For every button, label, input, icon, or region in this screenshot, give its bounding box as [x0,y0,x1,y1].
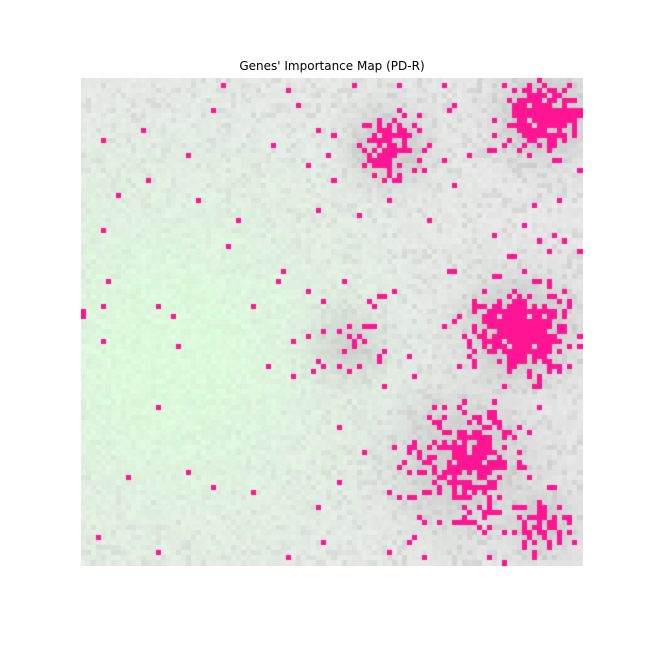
importance-heatmap [81,78,583,566]
chart-title: Genes' Importance Map (PD-R) [239,59,425,73]
